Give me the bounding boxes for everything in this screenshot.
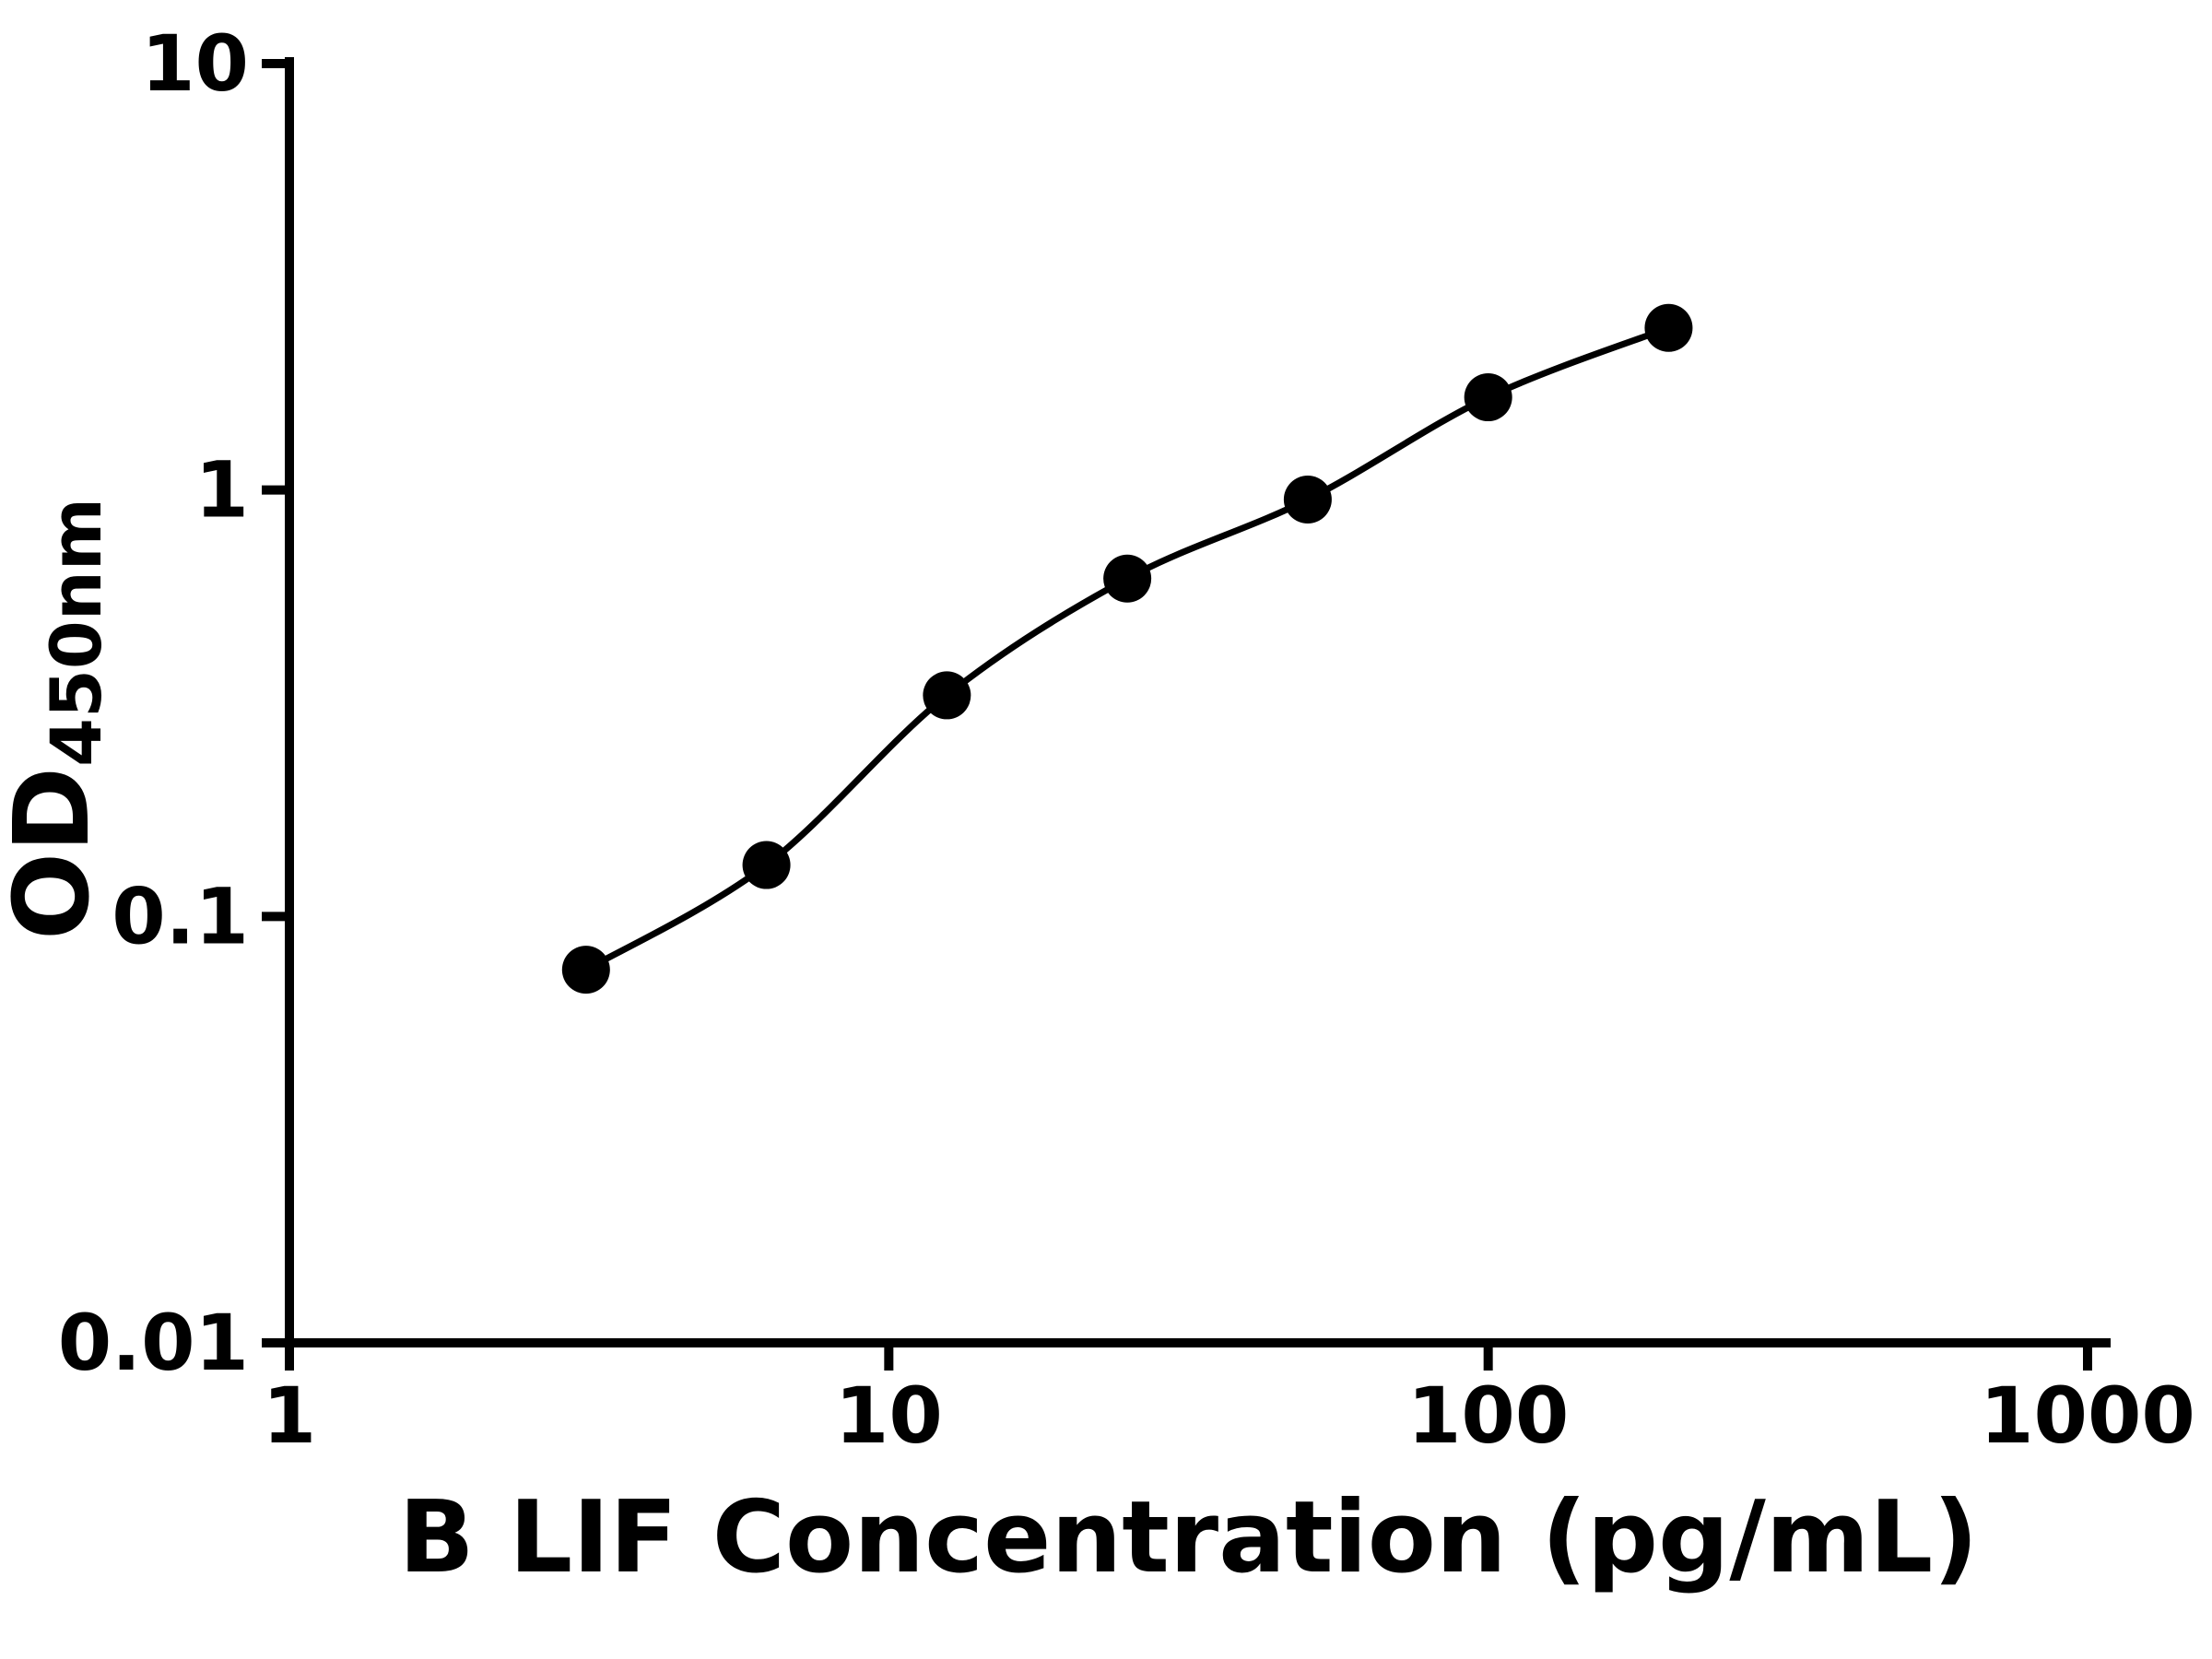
data-point-1 [742,841,791,889]
data-point-6 [1644,303,1693,352]
y-tick-label: 10 [141,18,249,109]
y-tick-label: 0.1 [112,871,249,961]
y-tick-label: 1 [195,445,249,535]
x-tick-label: 100 [1407,1371,1569,1461]
x-axis-title: B LIF Concentration (pg/mL) [398,1480,1978,1595]
x-tick-label: 10 [835,1371,943,1461]
data-point-4 [1283,475,1332,524]
x-tick-label: 1 [263,1371,316,1461]
data-point-0 [561,946,610,994]
data-point-3 [1103,554,1152,603]
axes-spine [285,57,2111,1347]
y-axis-title: OD450nm [0,498,117,940]
y-tick-label: 0.01 [58,1298,249,1388]
data-point-2 [923,671,971,720]
data-point-5 [1464,373,1512,422]
x-tick-label: 1000 [1980,1371,2195,1461]
